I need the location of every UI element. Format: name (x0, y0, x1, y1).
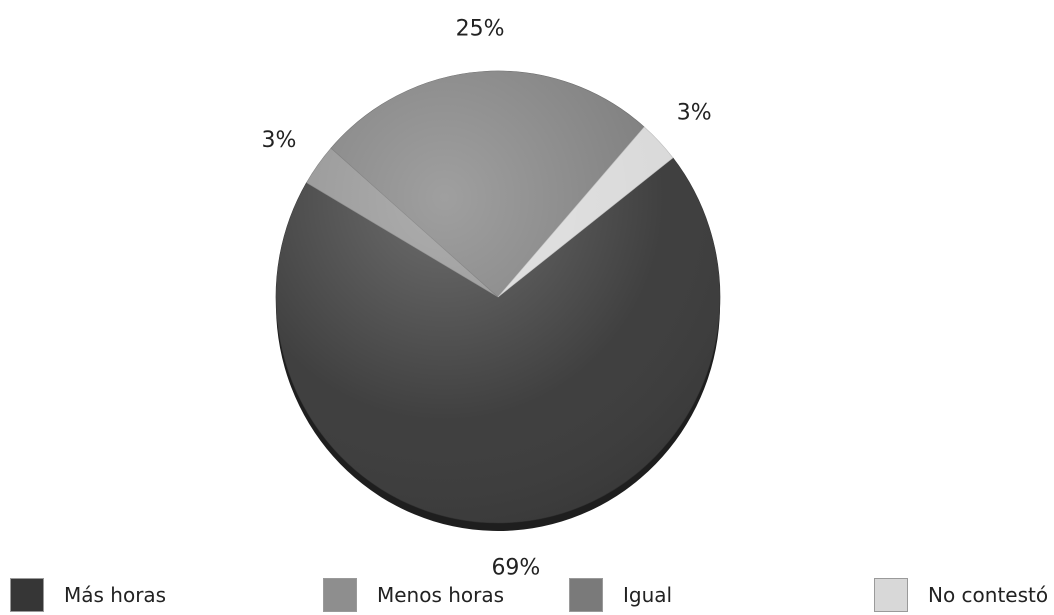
data-label-mas-horas: 69% (491, 555, 540, 580)
legend-label-menos-horas: Menos horas (377, 583, 505, 607)
pie-data-labels: 69% 3% 25% 3% (262, 17, 712, 581)
data-label-no-contesto: 3% (677, 101, 712, 126)
legend-item-no-contesto: No contestó (874, 578, 1048, 612)
legend-swatch-menos-horas (323, 578, 357, 612)
data-label-igual: 25% (456, 17, 505, 42)
legend-label-mas-horas: Más horas (64, 583, 167, 607)
data-label-menos-horas: 3% (262, 128, 297, 153)
legend-swatch-igual (569, 578, 603, 612)
legend-item-menos-horas: Menos horas (323, 578, 504, 612)
legend-label-no-contesto: No contestó (928, 583, 1049, 607)
pie-slices (275, 70, 721, 531)
legend-item-igual: Igual (569, 578, 672, 612)
legend-label-igual: Igual (623, 583, 673, 607)
legend-item-mas-horas: Más horas (10, 578, 166, 612)
legend-swatch-mas-horas (10, 578, 44, 612)
legend: Más horas Menos horas Igual No contestó (0, 570, 1054, 615)
legend-swatch-no-contesto (874, 578, 908, 612)
